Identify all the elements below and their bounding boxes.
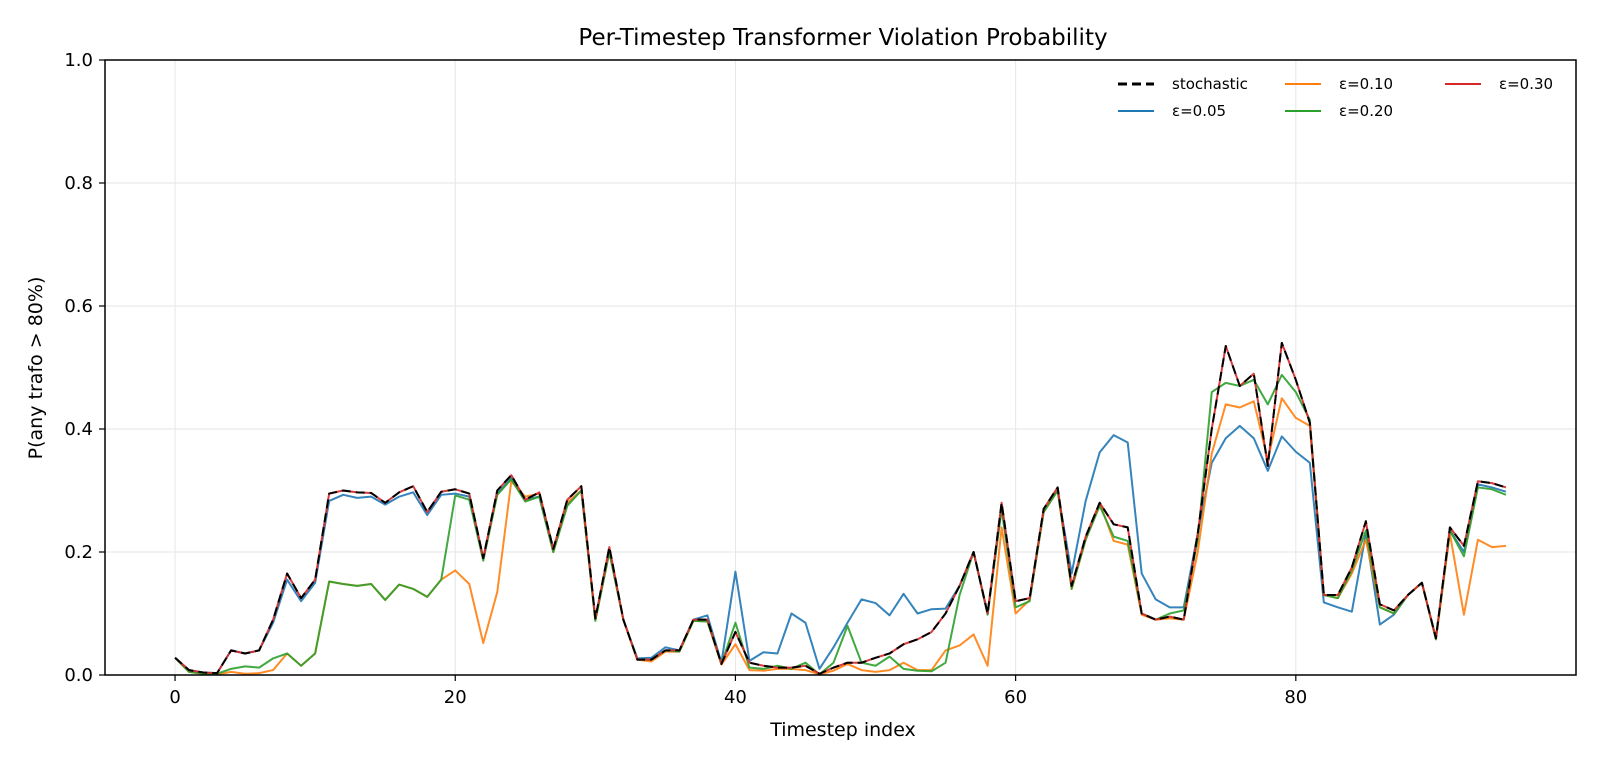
x-tick-label: 60: [1004, 687, 1027, 708]
y-tick-label: 0.0: [64, 665, 93, 686]
x-tick-label: 20: [444, 687, 467, 708]
y-tick-label: 0.8: [64, 173, 93, 194]
x-tick-label: 0: [169, 687, 180, 708]
x-tick-label: 40: [724, 687, 747, 708]
legend-label: ε=0.30: [1499, 75, 1553, 93]
series-line-eps-3: [174, 373, 1507, 676]
y-tick-label: 0.6: [64, 296, 93, 317]
x-axis-label: Timestep index: [769, 719, 916, 741]
y-tick-label: 0.4: [64, 419, 93, 440]
chart-title: Per-Timestep Transformer Violation Proba…: [578, 25, 1107, 51]
x-tick-label: 80: [1284, 687, 1307, 708]
y-axis-label: P(any trafo > 80%): [25, 277, 47, 460]
series-line-stochastic: [174, 341, 1507, 675]
y-tick-label: 1.0: [64, 50, 93, 71]
legend-label: ε=0.05: [1172, 102, 1226, 120]
legend-label: ε=0.10: [1339, 75, 1393, 93]
axis-ticks: 0 20 40 60 80 0.0 0.2 0.4 0.6 0.8 1.0: [64, 50, 1307, 708]
legend-label: stochastic: [1172, 75, 1248, 93]
legend: stochastic ε=0.05 ε=0.10 ε=0.20 ε=0.30: [1118, 75, 1553, 120]
legend-label: ε=0.20: [1339, 102, 1393, 120]
series-line-eps-1: [174, 424, 1507, 675]
plot-frame: [104, 59, 1577, 676]
y-tick-label: 0.2: [64, 542, 93, 563]
series-layer: [174, 341, 1507, 676]
